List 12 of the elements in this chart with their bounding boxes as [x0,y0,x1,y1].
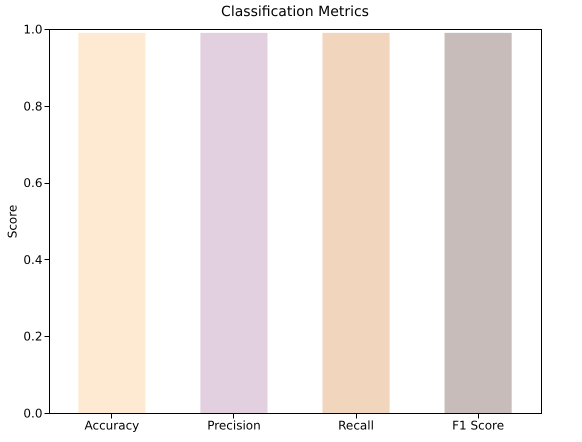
x-tick-label: F1 Score [452,418,504,432]
y-tick-label: 0.6 [23,176,42,190]
y-tick-label: 0.8 [23,99,42,114]
y-tick-label: 0.2 [23,330,42,344]
x-tick-label: Accuracy [84,418,140,432]
y-tick-label: 0.0 [23,406,42,420]
y-tick-label: 1.0 [23,22,42,36]
y-axis-title: Score [5,204,20,238]
x-tick-label: Precision [207,418,261,432]
x-tick-label: Recall [338,418,374,432]
chart-title: Classification Metrics [221,4,369,20]
y-tick-label: 0.4 [23,252,42,267]
